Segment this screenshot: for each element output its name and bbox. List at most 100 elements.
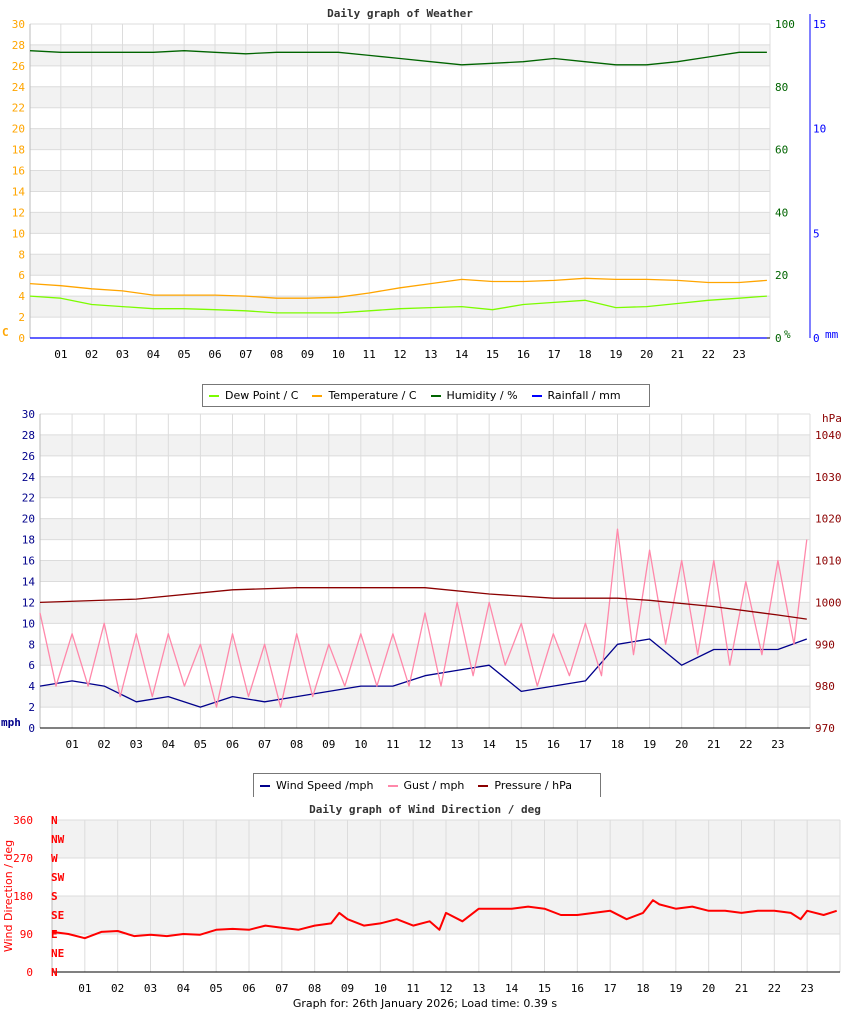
y-tick-label: 22 [22, 492, 35, 505]
y-tick-label: 90 [20, 928, 33, 941]
right-axis-tick-label: 1020 [815, 513, 842, 526]
right-axis-tick-label: 990 [815, 638, 835, 651]
series-line-gust-mph [39, 528, 808, 708]
x-tick-label: 16 [517, 348, 530, 361]
y-tick-label: 12 [12, 206, 25, 219]
x-tick-label: 23 [733, 348, 746, 361]
right-axis-tick-label: 970 [815, 722, 835, 735]
y-tick-label: 10 [22, 617, 35, 630]
x-tick-label: 08 [270, 348, 283, 361]
gust-swatch [387, 784, 398, 787]
x-tick-label: 13 [424, 348, 437, 361]
x-tick-label: 13 [450, 738, 463, 751]
rainfall-swatch [531, 394, 542, 397]
y-tick-label: 0 [28, 722, 35, 735]
x-tick-label: 07 [239, 348, 252, 361]
y-tick-label: 28 [22, 429, 35, 442]
x-tick-label: 20 [702, 982, 715, 995]
x-tick-label: 01 [54, 348, 67, 361]
x-tick-label: 15 [538, 982, 551, 995]
legend-label: Humidity / % [446, 389, 518, 402]
x-tick-label: 21 [671, 348, 684, 361]
x-tick-label: 02 [85, 348, 98, 361]
x-tick-label: 04 [147, 348, 161, 361]
legend-label: Gust / mph [403, 779, 465, 792]
y-tick-label: 4 [28, 680, 35, 693]
x-tick-label: 06 [242, 982, 255, 995]
legend-item-pressure: Pressure / hPa [478, 779, 572, 792]
y-tick-label: 26 [12, 60, 25, 73]
x-tick-label: 05 [194, 738, 207, 751]
y-tick-label: 20 [22, 513, 35, 526]
x-tick-label: 22 [768, 982, 781, 995]
x-tick-label: 10 [374, 982, 387, 995]
x-tick-label: 02 [98, 738, 111, 751]
compass-label: E [51, 928, 58, 941]
x-tick-label: 04 [162, 738, 176, 751]
y-tick-label: 26 [22, 450, 35, 463]
x-tick-label: 14 [483, 738, 497, 751]
x-tick-label: 21 [735, 982, 748, 995]
x-tick-label: 08 [308, 982, 321, 995]
x-tick-label: 22 [739, 738, 752, 751]
y-tick-label: 20 [12, 123, 25, 136]
x-tick-label: 09 [322, 738, 335, 751]
wind-speed-swatch [260, 784, 270, 787]
rainfall-axis-unit: mm [825, 328, 839, 341]
chart-title: Daily graph of Weather [327, 7, 473, 20]
y-tick-label: 30 [12, 18, 25, 31]
x-tick-label: 19 [643, 738, 656, 751]
dew-point-swatch [209, 394, 219, 397]
humidity-swatch [430, 394, 441, 397]
x-tick-label: 19 [609, 348, 622, 361]
x-tick-label: 09 [301, 348, 314, 361]
x-tick-label: 12 [393, 348, 406, 361]
y-tick-label: 22 [12, 102, 25, 115]
x-tick-label: 03 [116, 348, 129, 361]
legend-weather: Dew Point / C Temperature / C Humidity /… [202, 384, 650, 407]
x-tick-label: 12 [418, 738, 431, 751]
compass-label: SW [51, 871, 65, 884]
y-tick-label: 8 [28, 638, 35, 651]
y-tick-label: 6 [28, 659, 35, 672]
series-line-humidity [29, 50, 767, 66]
x-tick-label: 17 [579, 738, 592, 751]
x-tick-label: 01 [65, 738, 78, 751]
x-tick-label: 13 [472, 982, 485, 995]
x-tick-label: 16 [571, 982, 584, 995]
series-line-temperature-c [29, 277, 767, 299]
x-tick-label: 18 [578, 348, 591, 361]
x-tick-label: 02 [111, 982, 124, 995]
x-tick-label: 17 [548, 348, 561, 361]
y-tick-label: 18 [22, 534, 35, 547]
x-tick-label: 10 [354, 738, 367, 751]
x-tick-label: 14 [505, 982, 519, 995]
legend-label: Dew Point / C [225, 389, 299, 402]
compass-label: W [51, 852, 58, 865]
y-tick-label: 24 [12, 81, 26, 94]
series-line-pressure-hpa [39, 587, 807, 620]
right-axis-tick-label: 40 [775, 206, 788, 219]
y-tick-label: 2 [28, 701, 35, 714]
right-axis-tick-label: 80 [775, 81, 788, 94]
y-tick-label: 16 [12, 165, 25, 178]
right-axis-tick-label: 0 [775, 332, 782, 345]
compass-label: SE [51, 909, 64, 922]
y-tick-label: 12 [22, 596, 35, 609]
right-axis-tick-label: 20 [775, 269, 788, 282]
legend-item-rainfall: Rainfall / mm [531, 389, 621, 402]
y-tick-label: 14 [22, 575, 36, 588]
y-axis-title: Wind Direction / deg [2, 840, 15, 952]
x-tick-label: 07 [258, 738, 271, 751]
x-tick-label: 15 [486, 348, 499, 361]
rainfall-tick-label: 5 [813, 227, 820, 240]
x-tick-label: 20 [675, 738, 688, 751]
x-tick-label: 18 [636, 982, 649, 995]
compass-label: NW [51, 833, 65, 846]
x-tick-label: 23 [771, 738, 784, 751]
x-tick-label: 11 [386, 738, 399, 751]
series-line-wind-direction [51, 899, 838, 940]
y-tick-label: 8 [18, 248, 25, 261]
legend-item-gust: Gust / mph [387, 779, 465, 792]
